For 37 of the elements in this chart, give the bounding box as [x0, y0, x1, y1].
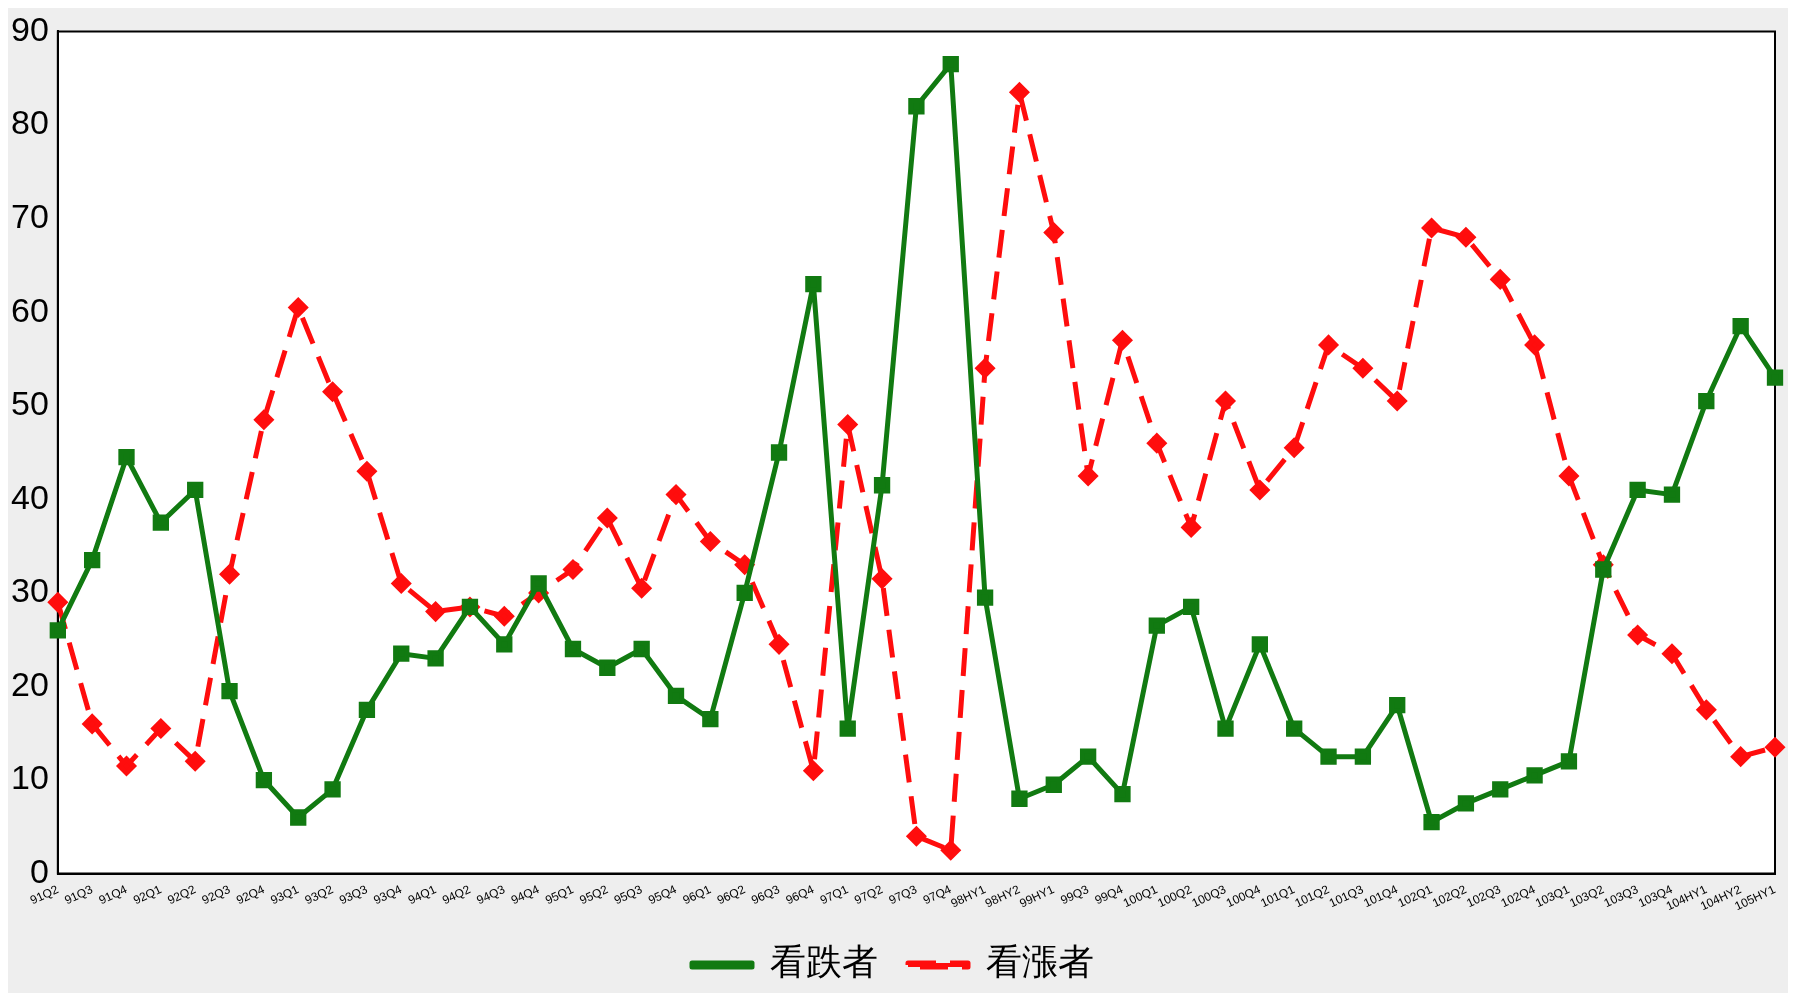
y-tick-label: 30: [10, 571, 49, 610]
x-tick-label: 91Q3: [62, 882, 96, 908]
x-tick-label: 91Q4: [96, 882, 130, 908]
x-tick-label: 94Q4: [508, 882, 542, 908]
x-tick-label: 96Q3: [749, 882, 782, 908]
y-tick-label: 80: [10, 103, 49, 142]
x-tick-label: 92Q1: [130, 882, 164, 908]
y-tick-label: 10: [10, 758, 49, 797]
x-tick-label: 96Q4: [783, 882, 817, 908]
x-tick-label: 97Q3: [886, 882, 920, 908]
x-tick-label: 95Q4: [646, 882, 679, 908]
x-tick-label: 94Q1: [405, 882, 439, 908]
y-tick-label: 20: [10, 664, 49, 703]
x-tick-label: 92Q2: [165, 882, 199, 908]
x-tick-label: 93Q2: [302, 882, 336, 908]
x-tick-label: 94Q2: [440, 882, 473, 908]
y-tick-label: 90: [10, 9, 49, 48]
x-tick-label: 94Q3: [474, 882, 508, 908]
x-tick-label: 95Q3: [611, 882, 645, 908]
legend-label: 看跌者: [770, 941, 878, 983]
y-tick-label: 60: [10, 290, 49, 329]
x-tick-label: 92Q4: [234, 882, 267, 908]
x-tick-label: 92Q3: [199, 882, 233, 908]
x-tick-label: 99Q3: [1058, 882, 1092, 908]
y-tick-label: 70: [10, 196, 49, 235]
x-tick-label: 97Q1: [817, 882, 851, 908]
x-tick-label: 96Q2: [714, 882, 748, 908]
x-tick-label: 96Q1: [680, 882, 714, 908]
x-tick-label: 93Q1: [268, 882, 302, 908]
y-tick-label: 50: [10, 384, 49, 423]
legend-label: 看漲者: [986, 941, 1094, 983]
x-tick-label: 97Q2: [852, 882, 886, 908]
y-tick-label: 40: [10, 477, 49, 516]
x-tick-label: 95Q1: [543, 882, 576, 908]
x-tick-label: 95Q2: [577, 882, 611, 908]
x-tick-label: 93Q3: [337, 882, 370, 908]
x-tick-label: 93Q4: [371, 882, 405, 908]
